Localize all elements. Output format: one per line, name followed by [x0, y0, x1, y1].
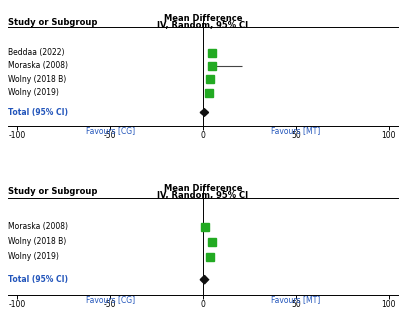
- Text: Beddaa (2022): Beddaa (2022): [8, 48, 64, 57]
- Text: IV, Random, 95% CI: IV, Random, 95% CI: [157, 191, 248, 200]
- Text: Wolny (2018 B): Wolny (2018 B): [8, 75, 66, 84]
- Text: Study or Subgroup: Study or Subgroup: [8, 17, 97, 26]
- Text: Favours [CG]: Favours [CG]: [85, 295, 134, 304]
- Polygon shape: [200, 275, 208, 284]
- Text: IV, Random, 95% CI: IV, Random, 95% CI: [157, 21, 248, 30]
- Text: Moraska (2008): Moraska (2008): [8, 61, 68, 70]
- Text: Wolny (2018 B): Wolny (2018 B): [8, 237, 66, 246]
- Text: Study or Subgroup: Study or Subgroup: [8, 187, 97, 196]
- Polygon shape: [200, 109, 208, 116]
- Text: Favours [MT]: Favours [MT]: [271, 295, 320, 304]
- Text: Favours [CG]: Favours [CG]: [85, 126, 134, 135]
- Text: Mean Difference: Mean Difference: [163, 14, 242, 23]
- Text: Moraska (2008): Moraska (2008): [8, 222, 68, 231]
- Text: Wolny (2019): Wolny (2019): [8, 253, 59, 261]
- Text: Total (95% CI): Total (95% CI): [8, 108, 68, 117]
- Text: Mean Difference: Mean Difference: [163, 184, 242, 193]
- Text: Favours [MT]: Favours [MT]: [271, 126, 320, 135]
- Text: Wolny (2019): Wolny (2019): [8, 88, 59, 97]
- Text: Total (95% CI): Total (95% CI): [8, 275, 68, 284]
